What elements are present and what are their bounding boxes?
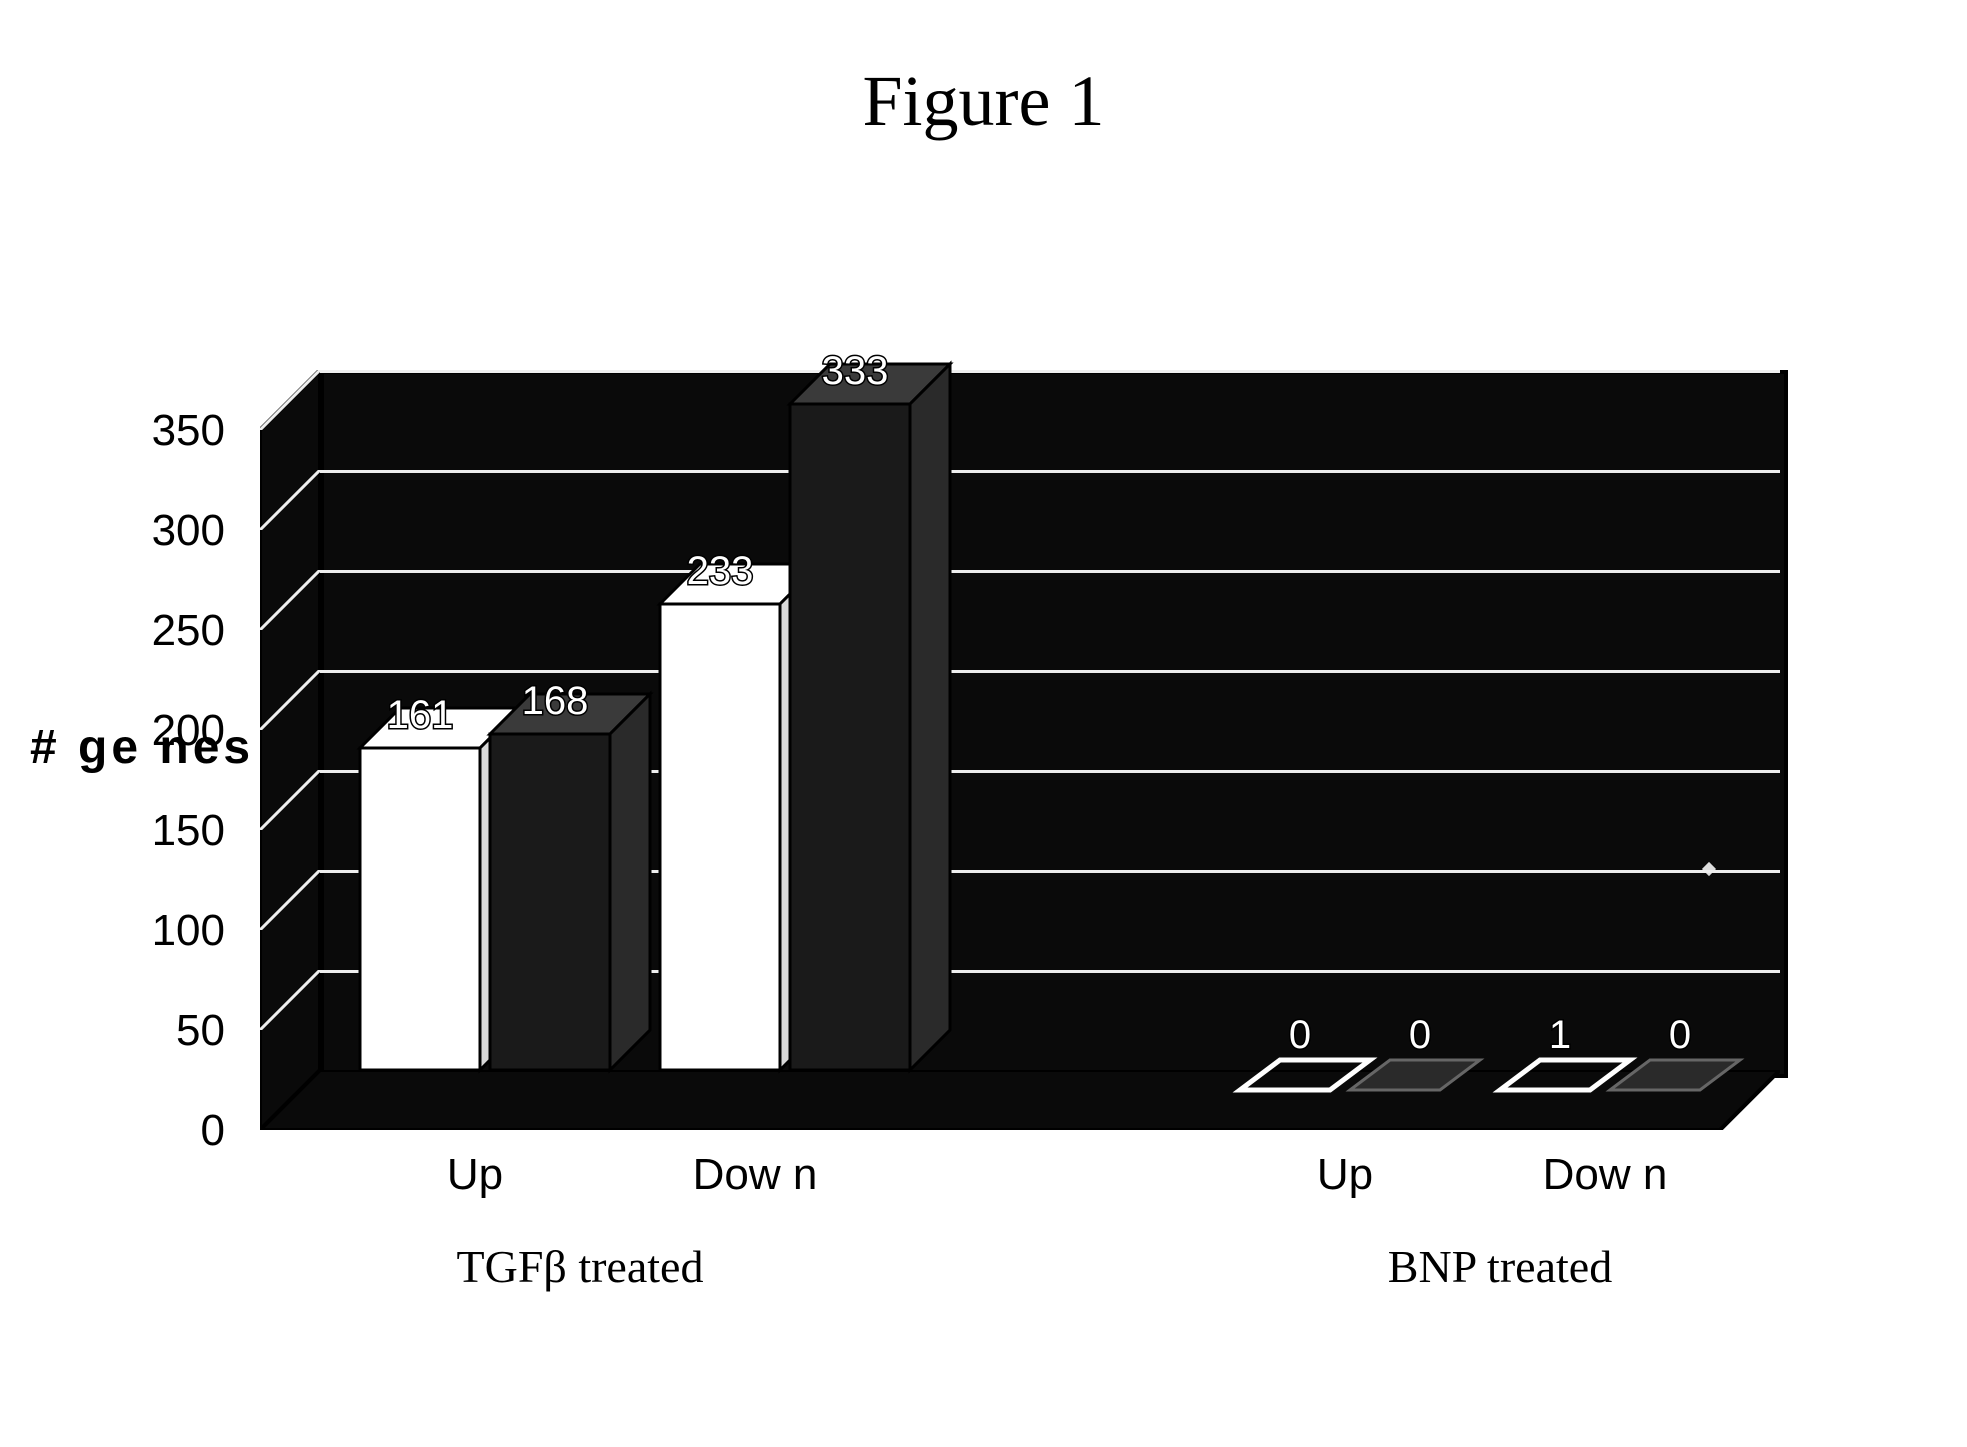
bar-b bbox=[490, 684, 650, 1070]
y-tick-label: 300 bbox=[105, 506, 225, 556]
bar-value-label: 0 bbox=[1375, 1013, 1465, 1058]
bar-value-label: 233 bbox=[660, 549, 780, 594]
bar-b bbox=[790, 354, 950, 1070]
grid-join bbox=[260, 470, 320, 530]
bar-value-label: 1 bbox=[1515, 1013, 1605, 1058]
x-tick-label: Up bbox=[350, 1150, 600, 1200]
y-tick-label: 200 bbox=[105, 706, 225, 756]
grid-join bbox=[260, 570, 320, 630]
y-tick-label: 250 bbox=[105, 606, 225, 656]
bars-area: 161 168 233 333 0 bbox=[320, 370, 1780, 1070]
grid-join bbox=[260, 670, 320, 730]
grid-join bbox=[260, 870, 320, 930]
grid-join bbox=[260, 770, 320, 830]
bar-value-label: 333 bbox=[795, 349, 915, 394]
y-tick-label: 150 bbox=[105, 806, 225, 856]
x-tick-label: Up bbox=[1220, 1150, 1470, 1200]
grid-join bbox=[260, 970, 320, 1030]
page: Figure 1 # ge nes 350 300 250 200 bbox=[0, 0, 1967, 1447]
y-tick-label: 100 bbox=[105, 906, 225, 956]
group-label: TGFβ treated bbox=[380, 1240, 780, 1293]
grid-join bbox=[260, 370, 320, 430]
figure-title: Figure 1 bbox=[0, 60, 1967, 143]
bar-value-label: 0 bbox=[1635, 1013, 1725, 1058]
x-tick-label: Dow n bbox=[1480, 1150, 1730, 1200]
chart-area: 350 300 250 200 150 100 50 0 bbox=[260, 370, 1780, 1150]
bar-value-label: 168 bbox=[495, 679, 615, 724]
bar-value-label: 161 bbox=[360, 693, 480, 738]
group-label: BNP treated bbox=[1300, 1240, 1700, 1293]
y-tick-label: 350 bbox=[105, 406, 225, 456]
y-tick-label: 50 bbox=[105, 1006, 225, 1056]
y-tick-label: 0 bbox=[105, 1106, 225, 1156]
x-tick-label: Dow n bbox=[630, 1150, 880, 1200]
bar-value-label: 0 bbox=[1255, 1013, 1345, 1058]
